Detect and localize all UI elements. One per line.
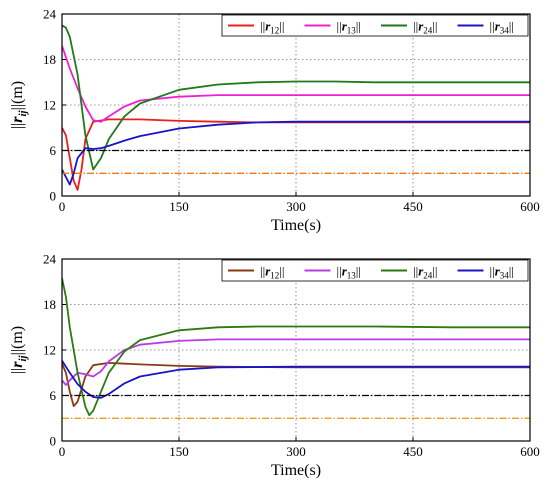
- y-tick-label: 12: [43, 343, 56, 358]
- y-axis-label: ||rij||(m): [9, 326, 29, 374]
- y-tick-label: 18: [43, 52, 56, 67]
- legend-label: ||r13||: [337, 19, 362, 36]
- legend-label: ||r12||: [260, 19, 285, 36]
- legend-label: ||r24||: [413, 264, 438, 281]
- series-group: [62, 24, 530, 191]
- legend-label: ||r24||: [413, 19, 438, 36]
- plot-frame: [61, 258, 531, 442]
- legend-box: [221, 259, 529, 282]
- x-tick-label: 150: [169, 444, 189, 459]
- plot-frame: [61, 13, 531, 197]
- legend-label: ||r13||: [337, 264, 362, 281]
- legend-box: [221, 14, 529, 37]
- y-tick-label: 6: [50, 143, 57, 158]
- x-axis-label: Time(s): [271, 217, 321, 234]
- y-tick-label: 6: [50, 388, 57, 403]
- y-tick-label: 0: [50, 189, 57, 204]
- x-tick-label: 150: [169, 199, 189, 214]
- x-tick-label: 450: [403, 199, 423, 214]
- y-tick-label: 24: [43, 252, 57, 267]
- legend-label: ||r12||: [260, 264, 285, 281]
- y-axis-label-group: ||rij||(m): [9, 326, 29, 374]
- chart-panel-1: 0 150 300 450 600 0 6 12 18 24 Time(s) ||rij||(m) ||…: [9, 7, 540, 235]
- y-tick-label: 0: [50, 434, 57, 449]
- x-tick-label: 0: [59, 444, 66, 459]
- x-tick-label: 300: [286, 444, 306, 459]
- legend: ||r12|| ||r13|| ||r24|| ||r34||: [221, 14, 529, 37]
- legend-label: ||r34||: [490, 264, 515, 281]
- legend: ||r12|| ||r13|| ||r24|| ||r34||: [221, 259, 529, 282]
- y-tick-label: 18: [43, 297, 56, 312]
- chart-panel-2: 0 150 300 450 600 0 6 12 18 24 Time(s) ||rij||(m) ||…: [9, 252, 540, 480]
- y-axis-label: ||rij||(m): [9, 81, 29, 129]
- y-axis-label-group: ||rij||(m): [9, 81, 29, 129]
- x-tick-label: 450: [403, 444, 423, 459]
- series-line-r24: [62, 277, 530, 417]
- series-line-r34: [62, 360, 530, 399]
- x-tick-label: 600: [520, 199, 540, 214]
- legend-label: ||r34||: [490, 19, 515, 36]
- series-group: [62, 277, 530, 419]
- x-tick-label: 300: [286, 199, 306, 214]
- y-tick-label: 12: [43, 98, 56, 113]
- y-tick-label: 24: [43, 7, 57, 22]
- x-tick-label: 600: [520, 444, 540, 459]
- series-line-r13: [62, 338, 530, 386]
- x-tick-label: 0: [59, 199, 66, 214]
- x-axis-label: Time(s): [271, 462, 321, 479]
- series-line-r34: [62, 120, 530, 186]
- series-line-r24: [62, 24, 530, 171]
